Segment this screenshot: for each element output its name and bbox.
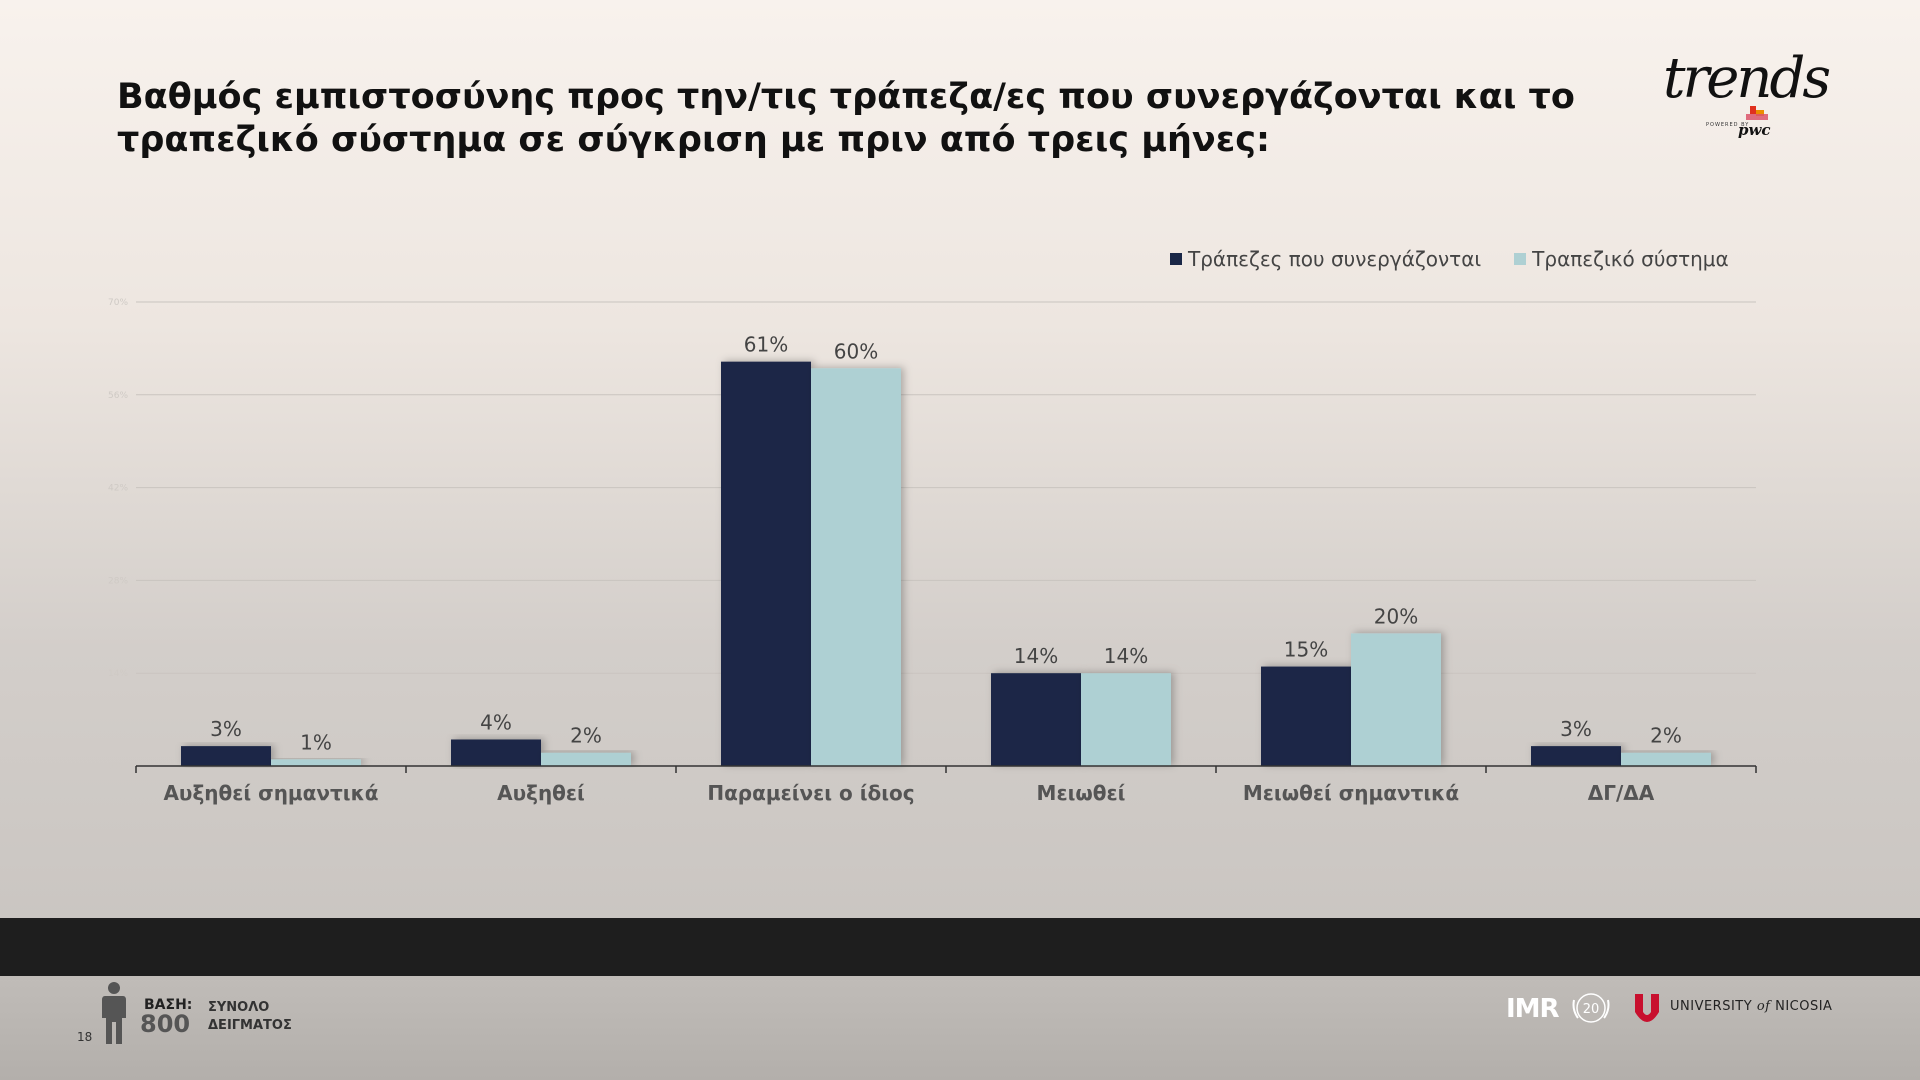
data-label-series-2: 60%: [834, 339, 878, 363]
university-name-after: NICOSIA: [1770, 999, 1833, 1014]
legend-swatch-series-2: [1514, 253, 1527, 265]
x-tick-label: Μειωθεί: [1037, 781, 1126, 805]
data-label-series-1: 61%: [744, 333, 788, 357]
pwc-mark-icon: [1746, 106, 1768, 120]
imr-logo: IMR 20: [1506, 986, 1616, 1030]
slide-title: Βαθμός εμπιστοσύνης προς την/τις τράπεζα…: [117, 76, 1575, 162]
base-description-line-2: ΔΕΙΓΜΑΤΟΣ: [208, 1018, 292, 1033]
university-of-nicosia-mark-icon: [1635, 994, 1659, 1022]
footer-band: [0, 918, 1920, 976]
bar-series-1: [181, 746, 271, 766]
data-label-series-2: 2%: [570, 724, 602, 748]
bar-series-1: [721, 361, 811, 766]
y-tick-label: 42%: [108, 484, 128, 494]
trends-pwc-logo: trends POWERED BY pwc: [1660, 46, 1831, 146]
base-description-line-1: ΣΥΝΟΛΟ: [208, 1000, 270, 1015]
legend-item-series-1: Τράπεζες που συνεργάζονται: [1170, 247, 1481, 271]
data-label-series-2: 20%: [1374, 604, 1418, 628]
bar-series-2: [1351, 633, 1441, 766]
data-label-series-1: 14%: [1014, 644, 1058, 668]
bars-layer: [181, 361, 1711, 766]
footer: [0, 976, 1920, 1080]
imr-wordmark: IMR: [1506, 994, 1560, 1024]
bar-series-1: [451, 739, 541, 766]
data-label-series-2: 2%: [1650, 724, 1682, 748]
chart-legend: Τράπεζες που συνεργάζονται Τραπεζικό σύσ…: [1170, 247, 1729, 271]
grid-layer: 0% 14% 28% 42% 56% 70%: [108, 298, 1756, 772]
legend-label-series-2: Τραπεζικό σύστημα: [1532, 247, 1729, 271]
x-tick-label: Αυξηθεί: [497, 781, 585, 805]
anniversary-laurel-icon: 20: [1572, 993, 1610, 1023]
bar-series-2: [811, 368, 901, 766]
university-name-of: of: [1756, 999, 1771, 1014]
pwc-wordmark: pwc: [1738, 121, 1771, 139]
imr-anniversary-number: 20: [1583, 1002, 1600, 1017]
university-name-before: UNIVERSITY: [1670, 999, 1757, 1014]
legend-label-series-1: Τράπεζες που συνεργάζονται: [1188, 247, 1482, 271]
data-label-series-1: 15%: [1284, 638, 1328, 662]
x-tick-label: ΔΓ/ΔΑ: [1588, 781, 1655, 805]
legend-swatch-series-1: [1170, 253, 1182, 265]
legend-item-series-2: Τραπεζικό σύστημα: [1514, 247, 1729, 271]
bar-series-1: [1531, 746, 1621, 766]
university-name: UNIVERSITY of NICOSIA: [1670, 999, 1832, 1014]
axis-layer: Αυξηθεί σημαντικά Αυξηθεί Παραμείνει ο ίδι…: [135, 765, 1757, 805]
bar-series-1: [1261, 666, 1351, 766]
bar-series-1: [991, 673, 1081, 766]
data-label-series-1: 3%: [1560, 717, 1592, 741]
bar-series-2: [271, 759, 361, 766]
y-tick-label: 70%: [108, 298, 128, 308]
data-label-series-2: 14%: [1104, 644, 1148, 668]
bar-series-2: [1081, 673, 1171, 766]
base-description: ΣΥΝΟΛΟ ΔΕΙΓΜΑΤΟΣ: [208, 999, 292, 1035]
y-tick-label: 56%: [108, 391, 128, 401]
bar-series-2: [1621, 752, 1711, 766]
y-tick-label: 0%: [108, 762, 123, 772]
x-tick-label: Αυξηθεί σημαντικά: [163, 781, 378, 805]
y-tick-label: 28%: [108, 576, 128, 586]
bar-series-2: [541, 752, 631, 766]
slide-title-line-2: τραπεζικό σύστημα σε σύγκριση με πριν απ…: [117, 120, 1270, 160]
x-tick-label: Παραμείνει ο ίδιος: [707, 781, 914, 805]
powered-by-label: POWERED BY: [1706, 122, 1750, 128]
page-number: 18: [77, 1030, 93, 1044]
data-label-series-1: 4%: [480, 710, 512, 734]
bar-chart: 0% 14% 28% 42% 56% 70% 3% 4% 61% 14% 15% 3% 1% 2% 60%…: [108, 298, 1757, 805]
x-tick-label: Μειωθεί σημαντικά: [1243, 781, 1459, 805]
slide-title-line-1: Βαθμός εμπιστοσύνης προς την/τις τράπεζα…: [117, 77, 1575, 117]
data-label-series-2: 1%: [300, 730, 332, 754]
base-value: 800: [140, 1010, 191, 1038]
base-label: ΒΑΣΗ:: [144, 997, 193, 1013]
y-tick-label: 14%: [108, 669, 128, 679]
trends-wordmark: trends: [1663, 46, 1831, 111]
data-label-series-1: 3%: [210, 717, 242, 741]
labels-layer: 3% 4% 61% 14% 15% 3% 1% 2% 60% 14% 20% 2%: [210, 333, 1682, 755]
person-icon: [102, 982, 126, 1044]
